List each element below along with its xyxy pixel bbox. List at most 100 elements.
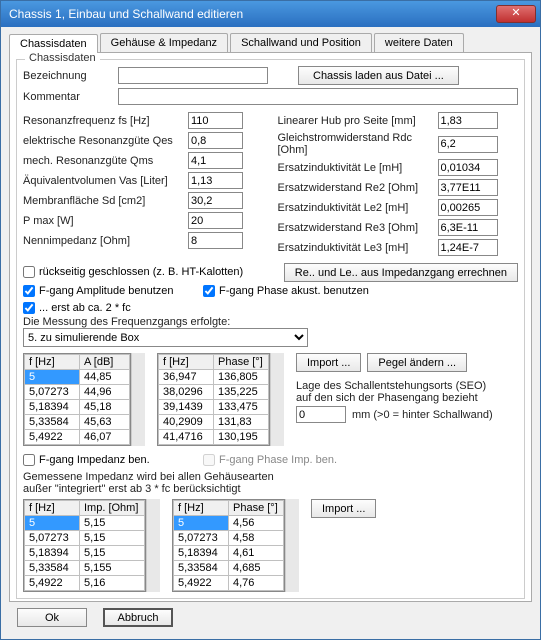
dialog-window: Chassis 1, Einbau und Schallwand editier… bbox=[0, 0, 541, 640]
import-button-2[interactable]: Import ... bbox=[311, 499, 376, 518]
close-button[interactable]: ✕ bbox=[496, 5, 536, 23]
scrollbar[interactable] bbox=[146, 499, 160, 592]
param-input[interactable] bbox=[438, 112, 498, 129]
messung-select[interactable]: 5. zu simulierende Box bbox=[23, 328, 308, 347]
chk-erst-ab[interactable]: ... erst ab ca. 2 * fc bbox=[23, 302, 518, 314]
table-row[interactable]: 38,0296135,225 bbox=[159, 385, 269, 400]
tab-schallwand[interactable]: Schallwand und Position bbox=[230, 33, 372, 52]
seo-input[interactable] bbox=[296, 406, 346, 423]
param-label: Ersatzinduktivität Le [mH] bbox=[278, 162, 438, 174]
param-label: Ersatzwiderstand Re3 [Ohm] bbox=[278, 222, 438, 234]
kommentar-label: Kommentar bbox=[23, 91, 118, 103]
seo-unit: mm (>0 = hinter Schallwand) bbox=[352, 409, 493, 421]
param-input[interactable] bbox=[438, 219, 498, 236]
tab-weitere[interactable]: weitere Daten bbox=[374, 33, 464, 52]
table-row[interactable]: 5,335845,155 bbox=[25, 561, 145, 576]
col-header: Phase [°] bbox=[229, 501, 284, 516]
table-row[interactable]: 5,1839445,18 bbox=[25, 400, 130, 415]
table-row[interactable]: 5,072734,58 bbox=[174, 531, 284, 546]
table-row[interactable]: 54,56 bbox=[174, 516, 284, 531]
param-input[interactable] bbox=[188, 112, 243, 129]
titlebar: Chassis 1, Einbau und Schallwand editier… bbox=[1, 1, 540, 27]
param-label: Gleichstromwiderstand Rdc [Ohm] bbox=[278, 132, 438, 156]
amplitude-table[interactable]: f [Hz]A [dB]544,855,0727344,965,1839445,… bbox=[24, 354, 130, 445]
impedanz-table[interactable]: f [Hz]Imp. [Ohm]55,155,072735,155,183945… bbox=[24, 500, 145, 591]
param-label: Ersatzinduktivität Le2 [mH] bbox=[278, 202, 438, 214]
param-input[interactable] bbox=[438, 159, 498, 176]
param-label: Membranfläche Sd [cm2] bbox=[23, 195, 188, 207]
param-label: Ersatzinduktivität Le3 [mH] bbox=[278, 242, 438, 254]
table-row[interactable]: 5,49225,16 bbox=[25, 576, 145, 591]
param-label: Resonanzfrequenz fs [Hz] bbox=[23, 115, 188, 127]
footer: Ok Abbruch bbox=[9, 602, 532, 633]
pegel-button[interactable]: Pegel ändern ... bbox=[367, 353, 467, 372]
table-row[interactable]: 5,072735,15 bbox=[25, 531, 145, 546]
seo-label-2: auf den sich der Phasengang bezieht bbox=[296, 392, 518, 404]
table-row[interactable]: 39,1439133,475 bbox=[159, 400, 269, 415]
table-row[interactable]: 5,0727344,96 bbox=[25, 385, 130, 400]
param-input[interactable] bbox=[188, 172, 243, 189]
table-row[interactable]: 5,183944,61 bbox=[174, 546, 284, 561]
client-area: Chassisdaten Gehäuse & Impedanz Schallwa… bbox=[1, 27, 540, 639]
table-row[interactable]: 544,85 bbox=[25, 370, 130, 385]
table-row[interactable]: 5,335844,685 bbox=[174, 561, 284, 576]
import-button-1[interactable]: Import ... bbox=[296, 353, 361, 372]
param-label: Äquivalentvolumen Vas [Liter] bbox=[23, 175, 188, 187]
col-header: A [dB] bbox=[80, 355, 130, 370]
param-label: Nennimpedanz [Ohm] bbox=[23, 235, 188, 247]
cancel-button[interactable]: Abbruch bbox=[103, 608, 173, 627]
table-row[interactable]: 5,49224,76 bbox=[174, 576, 284, 591]
param-input[interactable] bbox=[188, 192, 243, 209]
table-row[interactable]: 5,183945,15 bbox=[25, 546, 145, 561]
chassisdaten-group: Chassisdaten Bezeichnung Chassis laden a… bbox=[16, 59, 525, 599]
table-row[interactable]: 40,2909131,83 bbox=[159, 415, 269, 430]
gemessene-label-2: außer "integriert" erst ab 3 * fc berück… bbox=[23, 483, 518, 495]
table-row[interactable]: 5,492246,07 bbox=[25, 430, 130, 445]
param-label: elektrische Resonanzgüte Qes bbox=[23, 135, 188, 147]
phase-table[interactable]: f [Hz]Phase [°]36,947136,80538,0296135,2… bbox=[158, 354, 269, 445]
param-input[interactable] bbox=[188, 132, 243, 149]
kommentar-input[interactable] bbox=[118, 88, 518, 105]
scrollbar[interactable] bbox=[270, 353, 284, 446]
window-title: Chassis 1, Einbau und Schallwand editier… bbox=[9, 7, 243, 21]
seo-label-1: Lage des Schallentstehungsorts (SEO) bbox=[296, 380, 518, 392]
param-input[interactable] bbox=[438, 136, 498, 153]
group-legend: Chassisdaten bbox=[25, 53, 100, 64]
col-header: Imp. [Ohm] bbox=[80, 501, 145, 516]
gemessene-label-1: Gemessene Impedanz wird bei allen Gehäus… bbox=[23, 471, 518, 483]
scrollbar[interactable] bbox=[285, 499, 299, 592]
param-label: P max [W] bbox=[23, 215, 188, 227]
chk-amplitude[interactable]: F-gang Amplitude benutzen bbox=[23, 285, 203, 297]
table-row[interactable]: 36,947136,805 bbox=[159, 370, 269, 385]
scrollbar[interactable] bbox=[131, 353, 145, 446]
table-row[interactable]: 41,4716130,195 bbox=[159, 430, 269, 445]
col-header: f [Hz] bbox=[174, 501, 229, 516]
param-input[interactable] bbox=[188, 152, 243, 169]
param-input[interactable] bbox=[188, 232, 243, 249]
param-input[interactable] bbox=[188, 212, 243, 229]
param-input[interactable] bbox=[438, 179, 498, 196]
param-label: mech. Resonanzgüte Qms bbox=[23, 155, 188, 167]
chk-impedanz-phase: F-gang Phase Imp. ben. bbox=[203, 454, 337, 466]
bezeichnung-input[interactable] bbox=[118, 67, 268, 84]
col-header: f [Hz] bbox=[159, 355, 214, 370]
col-header: f [Hz] bbox=[25, 355, 80, 370]
messung-label: Die Messung des Frequenzgangs erfolgte: bbox=[23, 316, 518, 328]
table-row[interactable]: 55,15 bbox=[25, 516, 145, 531]
table-row[interactable]: 5,3358445,63 bbox=[25, 415, 130, 430]
col-header: Phase [°] bbox=[214, 355, 269, 370]
chk-rueckseitig[interactable]: rückseitig geschlossen (z. B. HT-Kalotte… bbox=[23, 266, 243, 278]
tab-gehaeuse[interactable]: Gehäuse & Impedanz bbox=[100, 33, 228, 52]
calc-re-le-button[interactable]: Re.. und Le.. aus Impedanzgang errechnen bbox=[284, 263, 518, 282]
imp-phase-table[interactable]: f [Hz]Phase [°]54,565,072734,585,183944,… bbox=[173, 500, 284, 591]
param-input[interactable] bbox=[438, 239, 498, 256]
bezeichnung-label: Bezeichnung bbox=[23, 70, 118, 82]
param-input[interactable] bbox=[438, 199, 498, 216]
tab-chassisdaten[interactable]: Chassisdaten bbox=[9, 34, 98, 53]
chk-impedanz[interactable]: F-gang Impedanz ben. bbox=[23, 454, 203, 466]
chk-phase-akust[interactable]: F-gang Phase akust. benutzen bbox=[203, 285, 369, 297]
col-header: f [Hz] bbox=[25, 501, 80, 516]
ok-button[interactable]: Ok bbox=[17, 608, 87, 627]
load-chassis-button[interactable]: Chassis laden aus Datei ... bbox=[298, 66, 459, 85]
tab-page: Chassisdaten Bezeichnung Chassis laden a… bbox=[9, 53, 532, 602]
